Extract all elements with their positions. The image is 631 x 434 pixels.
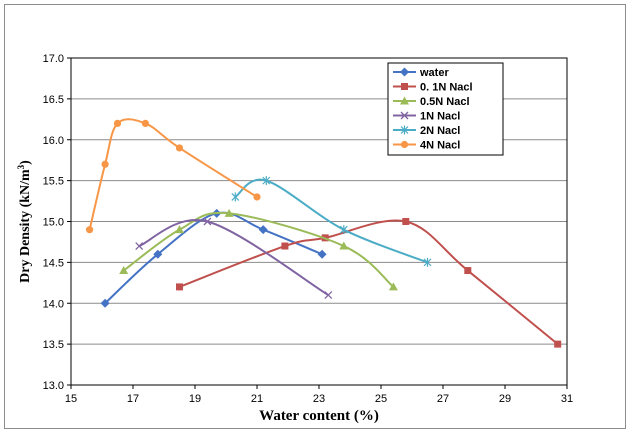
data-point-marker <box>175 144 184 152</box>
data-point-marker <box>400 67 409 77</box>
data-point-marker <box>224 208 234 217</box>
series-5 <box>231 176 432 267</box>
data-point-marker <box>101 160 109 168</box>
data-point-marker <box>86 226 94 234</box>
legend-label: 4N Nacl <box>420 140 460 152</box>
y-axis-ticks: 13.0 13.5 14.0 14.5 15.0 15.5 16.0 16.5 17.0 <box>43 53 71 392</box>
marker-stroke <box>400 111 409 120</box>
data-point-marker <box>402 218 410 225</box>
x-axis-ticks: 15 17 19 21 23 25 27 29 31 <box>65 385 573 405</box>
data-point-marker <box>258 225 268 235</box>
data-point-marker <box>324 291 333 300</box>
data-point-marker <box>262 176 271 186</box>
y-tick-label: 13.0 <box>43 380 64 392</box>
data-point-marker <box>400 125 409 135</box>
x-tick-label: 25 <box>375 393 387 405</box>
y-tick-label: 15.5 <box>43 176 64 188</box>
y-axis-title: Dry Density (kN/m3) <box>16 160 33 283</box>
y-axis-title-close: ) <box>18 160 33 165</box>
y-tick-label: 16.0 <box>43 135 64 147</box>
legend-label: 0.5N Nacl <box>420 96 470 108</box>
legend-label: 1N Nacl <box>420 111 460 123</box>
data-point-marker <box>135 242 144 250</box>
data-point-marker <box>231 192 240 202</box>
data-point-marker <box>253 193 261 201</box>
data-point-marker <box>339 225 348 235</box>
data-point-marker <box>400 140 409 149</box>
legend-label: 2N Nacl <box>420 125 460 137</box>
data-point-marker <box>281 242 289 250</box>
series-2 <box>176 218 562 348</box>
legend: water 0. 1N Nacl 0.5N Nacl 1N Nacl 2N Nacl 4N… <box>387 62 504 156</box>
legend-item: water <box>393 67 449 79</box>
series-6 <box>86 118 261 234</box>
legend-label: water <box>419 67 449 79</box>
y-axis-title-main: Dry Density (kN/m <box>18 169 33 283</box>
x-tick-label: 19 <box>189 393 201 405</box>
data-point-marker <box>113 119 122 127</box>
series-line <box>123 211 395 288</box>
legend-box <box>387 62 504 156</box>
y-tick-label: 17.0 <box>43 53 64 65</box>
data-point-marker <box>203 217 212 226</box>
x-tick-label: 27 <box>437 393 449 405</box>
data-point-marker <box>423 257 432 267</box>
data-point-marker <box>400 96 409 105</box>
data-point-marker <box>141 119 149 127</box>
y-tick-label: 13.5 <box>43 339 64 351</box>
series-4 <box>135 217 333 300</box>
x-tick-label: 23 <box>313 393 325 405</box>
legend-item: 2N Nacl <box>393 125 460 137</box>
series-line <box>234 178 428 264</box>
marker-stroke <box>203 217 212 226</box>
data-point-marker <box>464 267 472 275</box>
data-point-marker <box>339 241 349 250</box>
data-point-marker <box>119 266 129 275</box>
series-line <box>179 219 559 345</box>
series-line <box>138 219 329 296</box>
y-tick-label: 14.0 <box>43 298 64 310</box>
data-point-marker <box>176 283 183 291</box>
y-axis-title-sup: 3 <box>16 164 26 169</box>
x-axis-title: Water content (%) <box>259 408 379 424</box>
x-tick-label: 17 <box>127 393 139 405</box>
series-layer <box>86 118 562 348</box>
marker-stroke <box>135 242 144 250</box>
series-line <box>88 118 258 230</box>
legend-item: 0. 1N Nacl <box>393 82 473 94</box>
series-3 <box>119 208 398 291</box>
data-point-marker <box>100 298 110 308</box>
data-point-marker <box>153 249 163 259</box>
x-tick-label: 31 <box>561 393 573 405</box>
y-tick-label: 16.5 <box>43 94 64 106</box>
data-point-marker <box>317 249 327 259</box>
legend-label: 0. 1N Nacl <box>420 82 473 94</box>
legend-item: 4N Nacl <box>393 140 460 152</box>
legend-item: 0.5N Nacl <box>393 96 470 108</box>
legend-item: 1N Nacl <box>393 111 460 123</box>
x-tick-label: 21 <box>251 393 263 405</box>
y-tick-label: 14.5 <box>43 257 64 269</box>
marker-stroke <box>324 291 333 300</box>
line-chart: 13.013.514.014.515.015.516.016.517.0 15 1… <box>16 53 573 424</box>
x-tick-label: 15 <box>65 393 77 405</box>
data-point-marker <box>554 340 562 348</box>
y-tick-label: 15.0 <box>43 217 64 229</box>
data-point-marker <box>388 282 398 291</box>
data-point-marker <box>400 111 409 120</box>
chart-frame: 13.0 13.5 14.0 14.5 15.0 15.5 16.0 16.5 17.0 15 1… <box>4 4 626 429</box>
data-point-marker <box>401 83 408 90</box>
data-point-marker <box>175 225 184 234</box>
x-tick-label: 29 <box>499 393 511 405</box>
